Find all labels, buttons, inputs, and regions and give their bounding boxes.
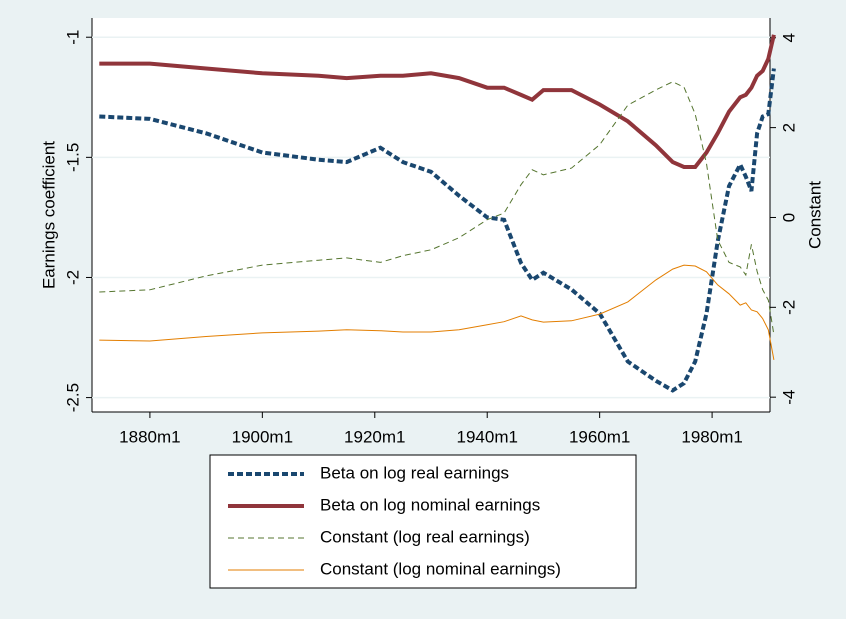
series-line (99, 264, 775, 360)
legend (209, 454, 637, 589)
x-tick-label: 1920m1 (344, 427, 405, 446)
y-tick-label: -1.5 (63, 143, 82, 172)
y-tick-label: -2 (63, 270, 82, 285)
legend-label: Beta on log real earnings (320, 463, 509, 482)
x-tick-label: 1880m1 (119, 427, 180, 446)
y2-axis-title: Constant (805, 181, 824, 249)
x-tick-label: 1980m1 (681, 427, 742, 446)
y2-tick-label: -2 (779, 300, 798, 315)
legend-label: Constant (log nominal earnings) (320, 559, 561, 578)
series-line (99, 68, 776, 393)
y2-tick-label: -4 (779, 390, 798, 405)
x-tick-label: 1960m1 (569, 427, 630, 446)
plot-area (92, 18, 770, 412)
y-tick-label: -2.5 (63, 383, 82, 412)
y2-tick-label: 4 (779, 33, 798, 42)
legend-label: Beta on log nominal earnings (320, 495, 540, 514)
y2-tick-label: 0 (779, 213, 798, 222)
series-line (99, 81, 775, 335)
y-axis-title: Earnings coefficient (39, 141, 58, 289)
y2-tick-label: 2 (779, 123, 798, 132)
y-tick-label: -1 (63, 30, 82, 45)
legend-label: Constant (log real earnings) (320, 527, 530, 546)
x-tick-label: 1940m1 (457, 427, 518, 446)
x-tick-label: 1900m1 (232, 427, 293, 446)
series-line (99, 34, 776, 169)
